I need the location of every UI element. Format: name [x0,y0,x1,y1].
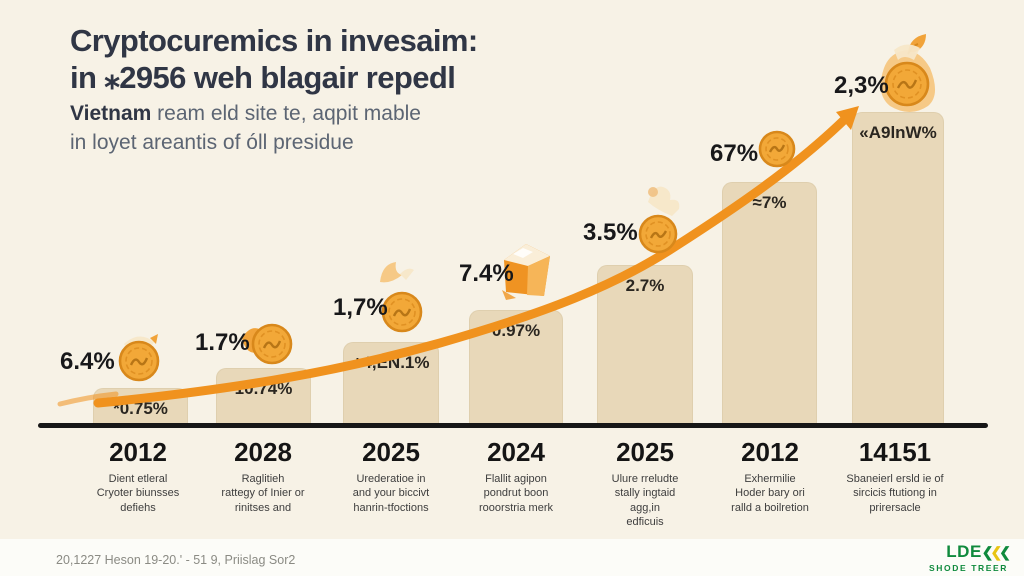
callout-label-7: 2,3% [834,72,889,99]
bar-value-label: *0.75% [113,399,168,418]
category-description: Raglitieh rattegy of Inier or rinitses a… [221,473,305,514]
bar-column-2: 10.74% [216,368,311,425]
callout-label-4: 7.4% [459,260,514,287]
category-description: Ulure rreludte stally ingtaid agg,in edf… [611,473,679,528]
brand-logo: LDE❮❮❮ SHODE TREER [929,541,1011,573]
footer-band [0,539,1024,576]
x-label-column-4: 2024 Flallit agipon pondrut boon rooorst… [438,437,594,515]
year-label: 2028 [234,437,292,467]
year-label: 2012 [741,437,799,467]
callout-label-5: 3.5% [583,219,638,246]
category-description: Urederatioe in and your biccivt hanrin-t… [352,473,430,514]
x-axis-line [38,423,988,428]
subtitle-rest: ream eld site te, aqpit mable [151,102,421,125]
bar-column-1: *0.75% [93,388,188,425]
category-description: Sbaneierl ersld ie of sircicis ftutiong … [846,473,944,514]
bar-value-label: +4,EN.1% [352,353,430,372]
bar-column-3: +4,EN.1% [343,342,439,425]
page-title-line1: Cryptocuremics in invesaim: [70,23,478,58]
bar-value-label: «A9lnW% [859,123,937,142]
bar-value-label: 0.97% [491,321,541,340]
year-label: 14151 [858,437,932,467]
x-label-column-5: 2025 Ulure rreludte stally ingtaid agg,i… [567,437,723,529]
page-subtitle: Vietnam ream eld site te, aqpit mable in… [70,100,421,158]
chevron-left-icon: ❮ [981,543,994,560]
bar-column-7: «A9lnW% [852,112,944,425]
page-title-line2: in ⁎2956 weh blagair repedl [70,60,456,96]
year-label: 2012 [109,437,167,467]
subtitle-line2: in loyet areantis of óll presidue [70,130,354,154]
x-label-column-3: 2025 Urederatioe in and your biccivt han… [313,437,469,515]
x-label-column-7: 14151 Sbaneierl ersld ie of sircicis ftu… [817,437,973,515]
callout-label-6: 67% [710,140,759,167]
x-label-column-2: 2028 Raglitieh rattegy of Inier or rinit… [185,437,341,515]
bar-column-6: ≈7% [722,182,817,425]
bar-column-4: 0.97% [469,310,563,425]
callout-label-2: 1.7% [195,329,250,356]
source-text: 20,1227 Heson 19-20.' - 51 9, Priislag S… [56,553,296,567]
callout-label-3: 1,7% [333,294,388,321]
bar-value-label: ≈7% [752,193,787,212]
year-label: 2024 [487,437,545,467]
x-label-column-1: 2012 Dient etleral Cryoter biunsses defi… [60,437,216,515]
bar-value-label: 10.74% [234,379,293,398]
x-label-column-6: 2012 Exhermilie Hoder bary ori ralld a b… [692,437,848,515]
bar-column-5: 2.7% [597,265,693,425]
logo-subtext: SHODE TREER [929,562,1008,573]
subtitle-lead-word: Vietnam [70,102,152,125]
chevron-left-icon: ❮ [990,543,1003,560]
year-label: 2025 [362,437,420,467]
coin-plant-icon [870,32,944,124]
callout-label-1: 6.4% [60,348,115,375]
coin-figure-icon [630,180,688,254]
logo-main-text: LDE [946,541,982,561]
category-description: Flallit agipon pondrut boon rooorstria m… [479,473,553,514]
year-label: 2025 [616,437,674,467]
coin-icon [110,328,168,386]
category-description: Exhermilie Hoder bary ori ralld a boilre… [731,473,809,514]
chevron-left-icon: ❮ [999,543,1011,560]
coin-icon [757,129,797,169]
page-title: Cryptocuremics in invesaim: in ⁎2956 weh… [70,22,478,96]
bar-value-label: 2.7% [625,276,665,295]
category-description: Dient etleral Cryoter biunsses defiehs [96,473,180,514]
